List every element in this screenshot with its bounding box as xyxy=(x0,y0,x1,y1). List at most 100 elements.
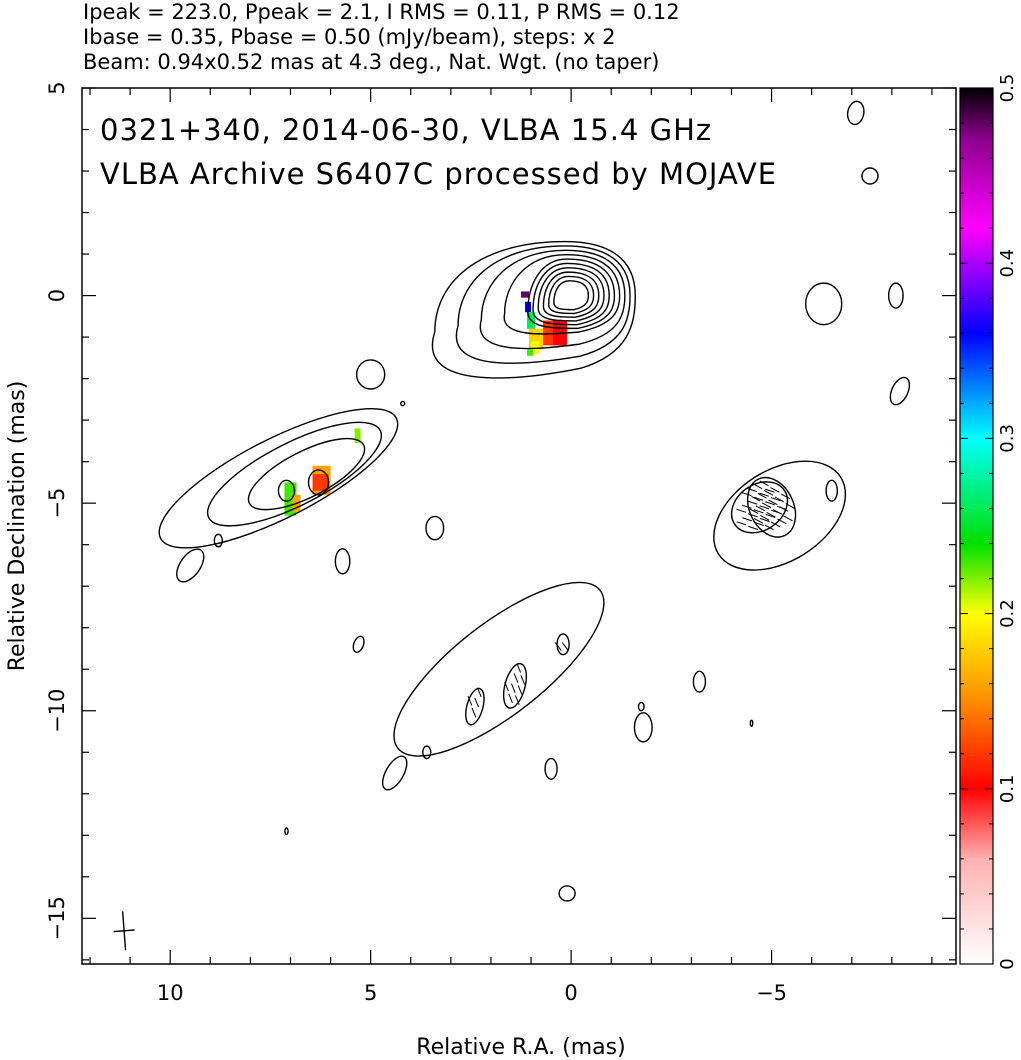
jet-region-contour xyxy=(746,476,797,538)
jet-region-contour xyxy=(502,662,528,709)
contour-ellipse xyxy=(284,827,289,836)
polarization-vector xyxy=(759,517,770,522)
mojave-logo-icon xyxy=(861,167,879,185)
jet-region xyxy=(730,481,789,534)
contour-ellipse xyxy=(633,712,653,743)
colorbar-tick-label: 0 xyxy=(997,958,1018,969)
axes: 10 5 0 −5 5 0 −5 −10 −15 xyxy=(45,81,956,1005)
polarization-pixel-block xyxy=(531,341,540,354)
polarization-vector xyxy=(764,488,775,493)
jet-region xyxy=(713,460,847,571)
polarization-vector xyxy=(749,508,759,515)
y-axis-label: Relative Declination (mas) xyxy=(5,381,30,672)
polarization-vector xyxy=(747,513,758,518)
polarization-vector xyxy=(781,493,791,500)
polarization-vector xyxy=(748,525,759,530)
polarization-vector xyxy=(760,514,770,521)
colorbar-tick-label: 0.5 xyxy=(997,74,1018,103)
contour-ellipse xyxy=(334,548,351,575)
polarization-vector xyxy=(753,483,763,490)
contour-ellipse xyxy=(749,719,754,727)
y-tick-label: 5 xyxy=(45,81,69,94)
jet-region-contour xyxy=(713,460,847,571)
contour-ellipse xyxy=(889,376,911,406)
contour-ellipse xyxy=(400,400,406,407)
contour-ellipse xyxy=(425,515,445,541)
polarization-vector xyxy=(783,515,793,522)
polarization-vector xyxy=(770,497,781,502)
beam-minor-axis xyxy=(113,929,135,933)
contour-ellipse xyxy=(352,635,365,653)
polarization-vector xyxy=(753,509,764,514)
contour-ellipse xyxy=(206,421,383,527)
polarization-vector xyxy=(755,505,765,512)
jet-regions xyxy=(393,460,847,757)
jet-region xyxy=(746,476,797,538)
jet-region-contour xyxy=(393,581,605,757)
colorbar xyxy=(959,87,994,965)
contour-ellipse xyxy=(381,755,408,791)
core-contours xyxy=(431,240,636,379)
contour-ellipse xyxy=(558,885,576,902)
polarization-vector xyxy=(753,517,764,524)
polarization-vector xyxy=(777,518,787,525)
polarization-vector xyxy=(764,524,774,531)
polarization-vector xyxy=(742,517,753,522)
contour-ellipse xyxy=(355,359,386,390)
contour-ellipse xyxy=(422,745,432,760)
polarization-vector xyxy=(508,693,513,704)
x-tick-label: 0 xyxy=(564,981,577,1005)
core-contour xyxy=(479,249,626,350)
polarization-vector xyxy=(759,492,769,497)
contour-ellipse xyxy=(544,757,558,780)
polarization-vector xyxy=(515,695,520,705)
polarization-pixel-block xyxy=(354,428,361,443)
jet-region xyxy=(465,687,485,726)
polarization-vector xyxy=(467,695,473,706)
core-contour xyxy=(455,245,631,364)
core-contour xyxy=(503,253,621,335)
contour-ellipse xyxy=(158,407,399,549)
colorbar-tick-label: 0.4 xyxy=(997,249,1018,278)
polarization-vector xyxy=(516,663,522,673)
polarization-vector xyxy=(774,496,784,503)
polarization-vector xyxy=(765,501,775,506)
plot-area xyxy=(158,100,911,902)
polarization-vector xyxy=(741,492,752,497)
jet-region xyxy=(554,633,570,656)
polarization-vector xyxy=(520,675,526,685)
chart-title: 0321+340, 2014-06-30, VLBA 15.4 GHz xyxy=(100,113,712,147)
x-tick-label: 10 xyxy=(157,981,184,1005)
header-line-2: Ibase = 0.35, Pbase = 0.50 (mJy/beam), s… xyxy=(83,25,615,49)
jet-region-contour xyxy=(730,481,789,534)
core-contour xyxy=(431,240,636,379)
jet-region xyxy=(393,581,605,757)
polarization-vector xyxy=(766,512,776,518)
polarization-vector xyxy=(770,521,781,528)
polarization-vector xyxy=(517,685,523,695)
contour-ellipse xyxy=(307,469,330,496)
polarization-vector xyxy=(736,521,747,526)
polarization-vector xyxy=(785,503,795,509)
beam-marker xyxy=(113,911,135,951)
contour-ellipse xyxy=(176,548,205,583)
polarization-vector xyxy=(554,642,562,651)
plot-frame xyxy=(81,87,957,965)
core-contour xyxy=(537,267,605,322)
polarization-vector xyxy=(474,697,479,708)
y-tick-label: −15 xyxy=(45,896,69,940)
y-tick-label: −5 xyxy=(45,488,69,519)
polarization-vector xyxy=(779,506,789,512)
contour-ellipse xyxy=(887,282,904,309)
contour-ellipse xyxy=(277,479,296,502)
polarization-vector xyxy=(471,707,477,718)
x-tick-label: 5 xyxy=(364,981,377,1005)
polarization-vector xyxy=(513,673,519,683)
y-tick-label: 0 xyxy=(45,289,69,302)
contour-ellipse xyxy=(804,282,843,326)
polarization-vector xyxy=(761,502,772,509)
core-contour xyxy=(553,280,590,311)
polarization-pixel-block xyxy=(521,291,530,298)
x-tick-label: −5 xyxy=(756,981,787,1005)
contour-ellipse xyxy=(213,533,224,548)
